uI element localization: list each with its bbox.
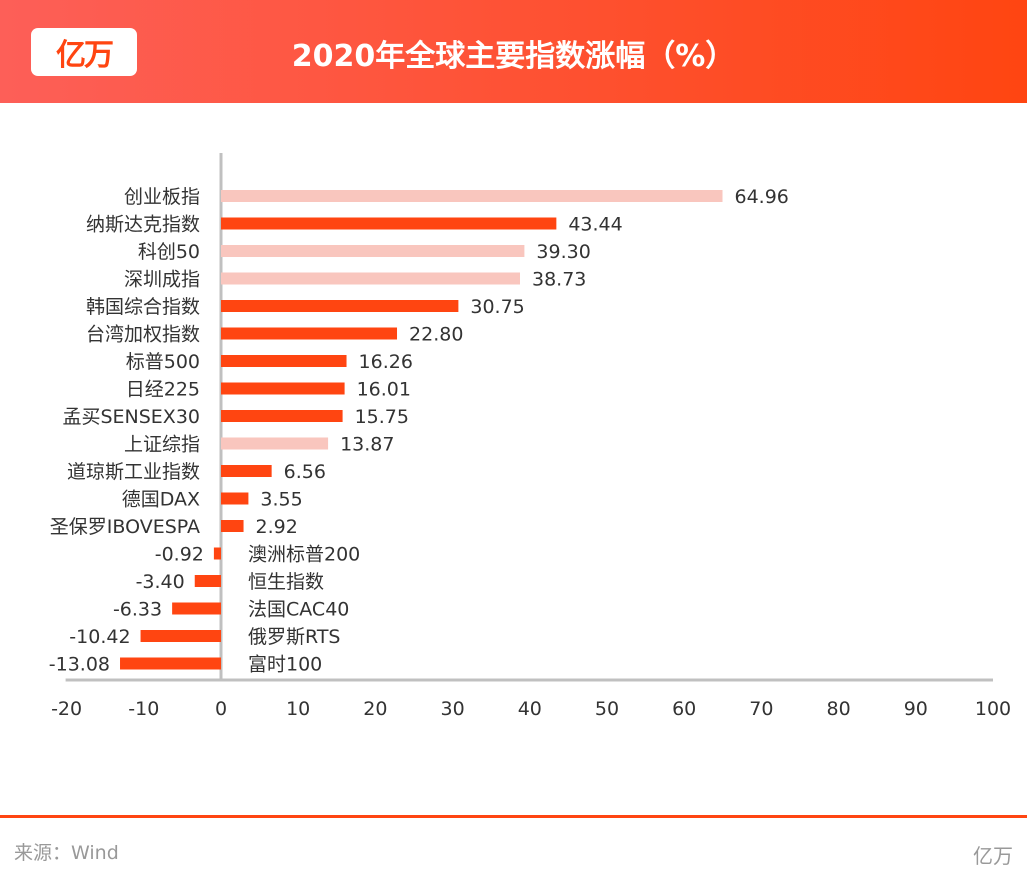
x-tick-label: -20: [51, 698, 82, 720]
category-label: 圣保罗IBOVESPA: [50, 516, 200, 538]
value-label: 64.96: [734, 186, 788, 208]
value-label: 43.44: [568, 214, 622, 236]
value-label: 16.26: [359, 351, 413, 373]
category-label: 道琼斯工业指数: [67, 461, 200, 483]
chart-title: 2020年全球主要指数涨幅（%）: [291, 39, 736, 74]
x-tick-label: 40: [518, 698, 542, 720]
x-tick-label: -10: [128, 698, 159, 720]
category-label: 德国DAX: [122, 489, 200, 511]
x-tick-label: 100: [975, 698, 1011, 720]
value-label: -0.92: [155, 544, 204, 566]
value-label: 13.87: [340, 434, 394, 456]
value-label: -13.08: [49, 654, 110, 676]
bar: [221, 465, 272, 477]
bar: [221, 190, 723, 202]
value-label: 22.80: [409, 324, 463, 346]
category-label: 台湾加权指数: [86, 324, 200, 346]
bar: [221, 245, 525, 257]
bar: [221, 437, 329, 450]
bar: [221, 327, 398, 340]
value-label: -6.33: [113, 599, 162, 621]
bar: [221, 410, 343, 422]
value-label: 3.55: [260, 489, 302, 511]
category-label: 日经225: [126, 379, 200, 401]
category-label: 纳斯达克指数: [86, 214, 200, 236]
value-label: 16.01: [357, 379, 411, 401]
value-label: 6.56: [284, 461, 326, 483]
x-tick-label: 20: [363, 698, 387, 720]
bar-chart: -20 -10 0 10 20 30 40 50 60 70 80 90 100 创业板指 64.96 纳斯达…: [49, 153, 1011, 720]
logo: 亿万: [31, 28, 137, 76]
value-label: 2.92: [256, 516, 298, 538]
x-tick-label: 10: [286, 698, 310, 720]
value-label: 30.75: [470, 296, 524, 318]
bar: [194, 575, 221, 587]
bar: [221, 382, 345, 395]
bar: [140, 630, 221, 642]
bar: [221, 300, 459, 312]
category-label: 富时100: [248, 654, 322, 676]
value-label: 38.73: [532, 269, 586, 291]
value-label: 39.30: [536, 241, 590, 263]
value-label: -10.42: [69, 626, 130, 648]
category-label: 标普500: [126, 351, 200, 373]
bar: [221, 355, 347, 367]
category-label: 澳洲标普200: [248, 544, 360, 566]
value-label: 15.75: [355, 406, 409, 428]
footer-divider: [0, 815, 1027, 818]
x-tick-label: 30: [441, 698, 465, 720]
category-label: 深圳成指: [124, 269, 200, 291]
category-label: 上证综指: [124, 434, 200, 456]
footer-brand: 亿万: [973, 844, 1013, 868]
x-tick-label: 80: [827, 698, 851, 720]
bar: [221, 272, 520, 285]
bar: [221, 217, 557, 230]
bar: [213, 547, 221, 560]
category-label: 孟买SENSEX30: [62, 406, 200, 428]
x-tick-label: 50: [595, 698, 619, 720]
category-label: 俄罗斯RTS: [248, 626, 341, 648]
header-banner: 亿万 2020年全球主要指数涨幅（%）: [0, 0, 1027, 103]
bar: [172, 602, 221, 615]
value-label: -3.40: [136, 571, 185, 593]
bar: [120, 657, 221, 670]
x-tick-label: 90: [904, 698, 928, 720]
category-label: 科创50: [138, 241, 200, 263]
bar: [221, 492, 249, 505]
category-label: 法国CAC40: [248, 599, 349, 621]
source-note: 来源：Wind: [14, 842, 119, 864]
x-tick-label: 70: [749, 698, 773, 720]
x-tick-label: 0: [215, 698, 227, 720]
category-label: 恒生指数: [248, 571, 324, 593]
bar: [221, 520, 244, 532]
category-label: 韩国综合指数: [86, 296, 200, 318]
x-tick-label: 60: [672, 698, 696, 720]
category-label: 创业板指: [124, 186, 200, 208]
